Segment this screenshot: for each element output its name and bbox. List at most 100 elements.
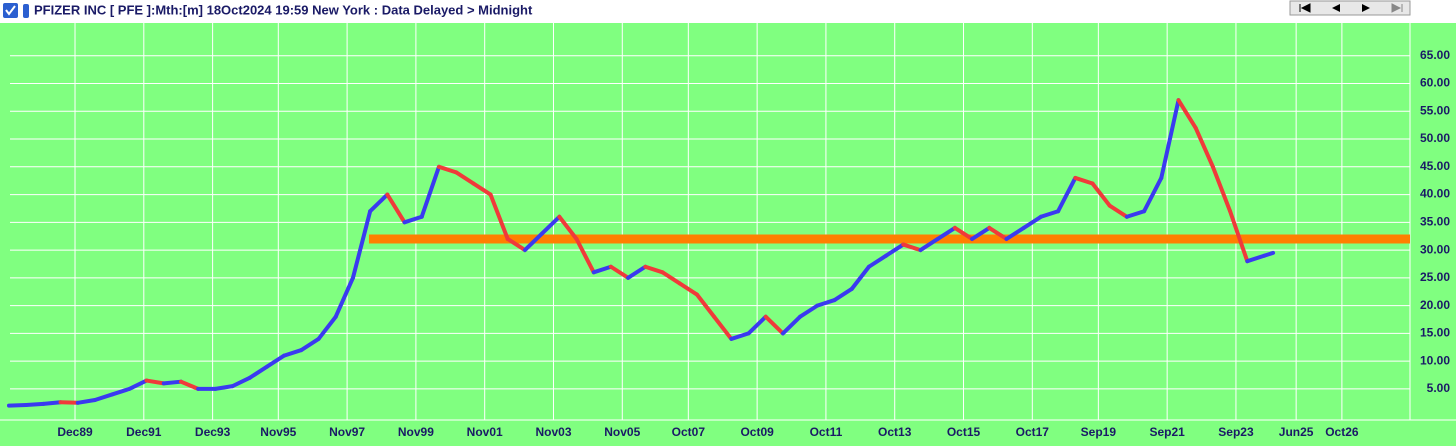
y-tick-label: 10.00 xyxy=(1420,353,1450,367)
header-bar xyxy=(0,0,1456,22)
price-segment xyxy=(1262,250,1276,258)
series-swatch xyxy=(23,4,29,18)
price-segment xyxy=(247,364,269,380)
nav-next[interactable] xyxy=(1362,4,1370,12)
price-segment xyxy=(866,253,889,269)
price-segment xyxy=(144,378,166,386)
price-segment xyxy=(884,242,906,258)
nav-buttons xyxy=(1289,0,1411,16)
price-segment xyxy=(729,331,751,341)
price-segment xyxy=(402,214,424,225)
chart-title: PFIZER INC [ PFE ]:Mth:[m] 18Oct2024 19:… xyxy=(34,2,533,17)
x-tick-label: Nov99 xyxy=(398,425,434,439)
y-tick-label: 40.00 xyxy=(1420,187,1450,201)
y-tick-label: 35.00 xyxy=(1420,215,1450,229)
y-tick-label: 45.00 xyxy=(1420,159,1450,173)
x-tick-label: Nov03 xyxy=(535,425,571,439)
price-segment xyxy=(1107,203,1129,219)
price-segment xyxy=(643,264,665,275)
price-segment xyxy=(1124,209,1147,219)
price-segment xyxy=(987,225,1009,241)
price-segment xyxy=(264,353,287,369)
price-segment xyxy=(385,192,407,225)
x-tick-label: Sep21 xyxy=(1149,425,1185,439)
check-icon xyxy=(5,5,16,16)
price-segment xyxy=(952,225,975,241)
y-tick-label: 65.00 xyxy=(1420,48,1450,62)
price-segment xyxy=(230,375,252,389)
price-segment xyxy=(1176,98,1198,130)
price-segment xyxy=(1159,98,1181,180)
price-segment xyxy=(1210,164,1233,214)
price-segment xyxy=(608,264,631,280)
price-segment xyxy=(574,236,596,275)
y-tick-label: 15.00 xyxy=(1420,326,1450,340)
x-tick-label: Oct15 xyxy=(947,425,981,439)
price-segment xyxy=(832,286,854,303)
price-segment xyxy=(1056,175,1078,214)
y-tick-label: 20.00 xyxy=(1420,298,1450,312)
price-segment xyxy=(1245,253,1267,264)
price-segment xyxy=(540,214,562,236)
x-tick-label: Dec91 xyxy=(126,425,162,439)
nav-panel xyxy=(1289,0,1411,16)
price-segment xyxy=(1228,209,1250,264)
nav-first[interactable] xyxy=(1299,3,1311,13)
x-tick-label: Sep19 xyxy=(1081,425,1117,439)
price-segment xyxy=(694,292,717,319)
x-tick-label: Sep23 xyxy=(1218,425,1254,439)
nav-prev[interactable] xyxy=(1332,4,1340,12)
price-segment xyxy=(626,264,648,280)
price-segment xyxy=(333,275,355,319)
x-tick-label: Dec93 xyxy=(195,425,231,439)
price-segment xyxy=(471,181,493,197)
price-segment xyxy=(127,378,149,391)
y-tick-label: 30.00 xyxy=(1420,242,1450,256)
price-segment xyxy=(213,384,235,391)
x-tick-label: Oct17 xyxy=(1016,425,1050,439)
price-segment xyxy=(763,314,785,336)
price-segment xyxy=(419,164,441,219)
price-segment xyxy=(712,314,734,341)
price-segment xyxy=(591,264,613,275)
x-tick-label: Nov01 xyxy=(467,425,503,439)
x-tick-label: Nov97 xyxy=(329,425,365,439)
price-segment xyxy=(935,225,957,241)
price-segment xyxy=(918,236,940,253)
price-segment xyxy=(1193,125,1215,169)
price-segment xyxy=(436,164,459,175)
price-segment xyxy=(970,225,992,241)
price-segment xyxy=(505,236,527,253)
x-tick-label: Oct07 xyxy=(672,425,706,439)
price-segment xyxy=(677,281,699,297)
y-tick-label: 60.00 xyxy=(1420,76,1450,90)
price-segment xyxy=(75,398,97,405)
x-tick-label: Dec89 xyxy=(57,425,93,439)
x-tick-label: Oct11 xyxy=(810,425,843,439)
y-tick-label: 25.00 xyxy=(1420,270,1450,284)
y-tick-label: 50.00 xyxy=(1420,131,1450,145)
price-segment xyxy=(92,392,115,403)
nav-last[interactable] xyxy=(1391,3,1403,13)
x-tick-label: Jun25 xyxy=(1279,425,1314,439)
price-segment xyxy=(282,348,304,358)
price-segment xyxy=(58,400,80,405)
x-tick-label: Nov95 xyxy=(260,425,296,439)
y-tick-label: 55.00 xyxy=(1420,103,1450,117)
price-segment xyxy=(1073,175,1095,186)
price-segment xyxy=(350,209,373,280)
price-segment xyxy=(1021,214,1043,230)
price-segment xyxy=(901,242,923,253)
price-segment xyxy=(178,379,201,391)
x-tick-label: Oct09 xyxy=(740,425,774,439)
price-segment xyxy=(299,336,321,353)
x-tick-label: Nov05 xyxy=(604,425,640,439)
price-segment xyxy=(6,403,29,408)
price-segment xyxy=(660,270,682,286)
price-segment xyxy=(746,314,768,336)
price-segment xyxy=(557,214,579,241)
price-segment xyxy=(522,231,545,253)
price-segment xyxy=(24,401,46,408)
price-segment xyxy=(815,298,837,308)
